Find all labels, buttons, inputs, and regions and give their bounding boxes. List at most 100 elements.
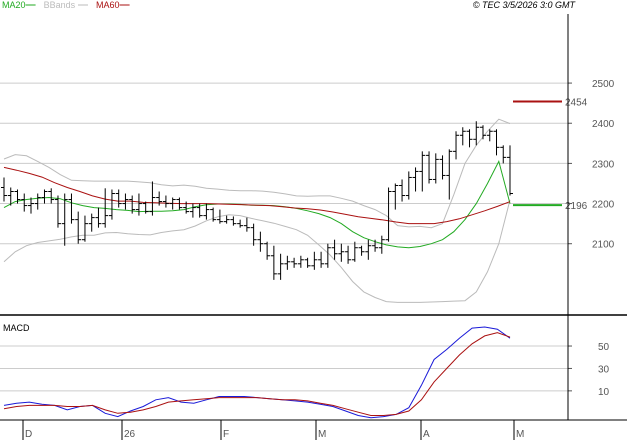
ohlc-bar <box>500 145 507 164</box>
ohlc-bar <box>156 191 163 206</box>
ohlc-bar <box>412 167 419 192</box>
ohlc-bar <box>230 216 237 226</box>
ohlc-bar <box>297 255 304 268</box>
ohlc-bar <box>176 197 183 210</box>
ohlc-bar <box>75 211 82 244</box>
ohlc-bar <box>115 189 122 208</box>
x-tick-label-5: M <box>516 429 524 440</box>
ohlc-bar <box>196 203 203 218</box>
ohlc-bar <box>41 189 48 204</box>
ohlc-bar <box>108 189 115 220</box>
ohlc-bar <box>149 181 156 216</box>
level-marker-label-1: 2196 <box>565 201 588 212</box>
price-tick-label-1: 2200 <box>592 200 615 211</box>
ohlc-bar <box>453 131 460 160</box>
ohlc-bar <box>169 197 176 210</box>
ohlc-bar <box>216 209 223 224</box>
ohlc-bar <box>122 193 129 210</box>
price-grid <box>0 82 568 245</box>
ohlc-bar <box>385 187 392 242</box>
legend-label-0: MA20 <box>2 0 26 10</box>
ohlc-bar <box>358 245 365 256</box>
ohlc-bar <box>81 215 88 242</box>
ohlc-bar <box>331 239 338 260</box>
ohlc-bar <box>493 129 500 156</box>
ohlc-bar <box>419 151 426 192</box>
ohlc-bar <box>88 213 95 232</box>
ohlc-bar <box>48 188 55 204</box>
chart-frame <box>0 14 627 421</box>
macd-tick-label-0: 10 <box>598 387 610 398</box>
ohlc-bar <box>324 243 331 268</box>
x-tick-label-0: D <box>25 429 32 440</box>
price-tick-label-0: 2100 <box>592 240 615 251</box>
ohlc-bar <box>189 203 196 218</box>
ohlc-bar <box>34 193 41 210</box>
ohlc-bar <box>27 197 34 214</box>
ohlc-bar <box>486 129 493 142</box>
ohlc-bar <box>270 245 277 280</box>
x-tick-label-4: A <box>423 429 430 440</box>
ohlc-bar <box>284 255 291 270</box>
ohlc-bar <box>210 207 217 222</box>
ohlc-bar <box>203 203 210 220</box>
ohlc-bar <box>480 125 487 140</box>
ohlc-bar <box>223 215 230 224</box>
macd-title: MACD <box>3 323 30 333</box>
ohlc-bar <box>372 239 379 252</box>
ohlc-bar <box>399 179 406 202</box>
x-tick-label-3: M <box>318 429 326 440</box>
series-2-line <box>3 199 511 303</box>
series-1-line <box>3 118 511 229</box>
ohlc-bar <box>21 193 28 212</box>
ohlc-bar <box>338 243 345 262</box>
ohlc-bar <box>183 201 190 214</box>
ohlc-bar <box>264 241 271 260</box>
x-axis: D 26 F M A M <box>22 420 524 440</box>
ohlc-bar <box>345 245 352 264</box>
ohlc-bar <box>102 188 109 228</box>
ohlc-bar <box>459 127 466 146</box>
ohlc-bar <box>291 257 298 268</box>
ohlc-bar <box>439 155 446 180</box>
ohlc-bar <box>129 195 136 214</box>
ohlc-bar <box>1 177 7 202</box>
chart-watermark: © TEC 3/5/2026 3:0 GMT <box>473 0 577 10</box>
macd-lines <box>3 326 511 419</box>
ohlc-bar <box>507 145 513 196</box>
ohlc-bar <box>365 239 372 260</box>
moving-averages <box>3 160 511 249</box>
ohlc-bar <box>243 217 250 232</box>
ohlc-bar <box>142 201 149 214</box>
ohlc-bar <box>426 151 433 184</box>
ohlc-bar <box>378 235 385 254</box>
ohlc-bar <box>304 257 311 268</box>
chart-legend: MA20 BBands MA60 <box>2 0 130 10</box>
ohlc-bar <box>473 121 480 146</box>
ohlc-bar <box>95 207 102 228</box>
x-tick-label-2: F <box>223 429 229 440</box>
level-marker-label-0: 2454 <box>565 98 588 109</box>
series-0-line <box>3 160 511 249</box>
macd-series-1-line <box>3 332 511 416</box>
ohlc-bar <box>392 183 399 210</box>
ohlc-bar <box>405 171 412 200</box>
ohlc-bar <box>135 193 142 216</box>
ohlc-bar <box>7 187 14 206</box>
macd-series-0-line <box>3 326 511 419</box>
macd-grid <box>0 345 568 392</box>
price-tick-label-3: 2400 <box>592 119 615 130</box>
ohlc-bar <box>311 251 318 270</box>
price-markers: 2454 2196 <box>513 98 588 212</box>
ohlc-bar <box>162 195 169 208</box>
bollinger-bands <box>3 118 511 303</box>
ohlc-bar <box>257 231 264 252</box>
ohlc-bar <box>432 153 439 184</box>
ohlc-bar <box>277 253 284 280</box>
ohlc-bars <box>1 121 513 280</box>
ohlc-bar <box>14 189 21 204</box>
ohlc-bar <box>351 241 358 262</box>
ohlc-bar <box>446 149 453 200</box>
macd-tick-label-2: 50 <box>598 342 610 353</box>
